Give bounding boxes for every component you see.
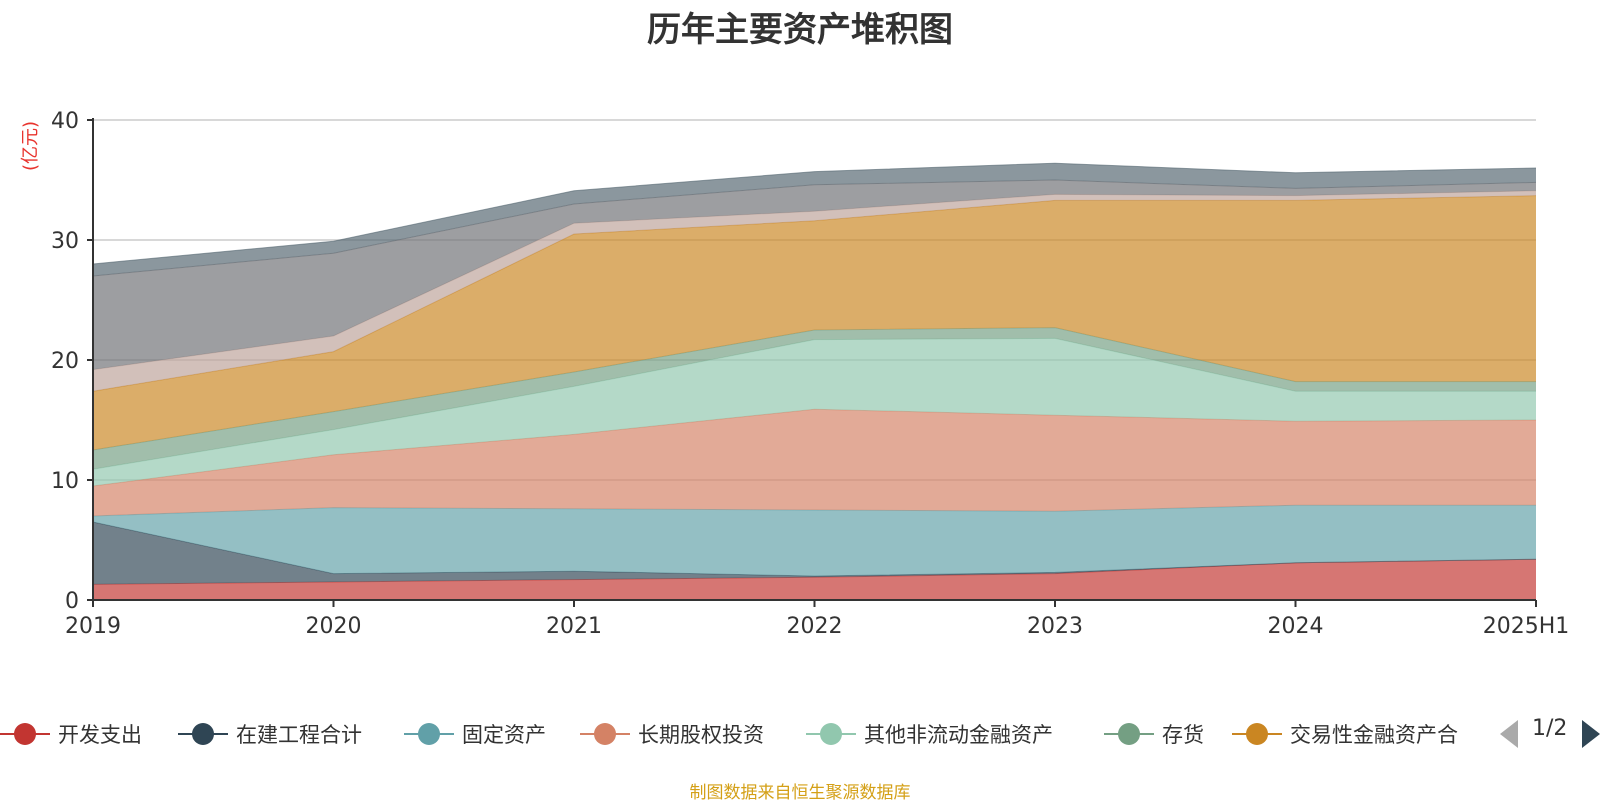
area-series-line-9 <box>92 162 1537 265</box>
legend-item[interactable]: 交易性金融资产合 <box>1232 714 1458 754</box>
legend-item[interactable]: 存货 <box>1104 714 1204 754</box>
legend-prev-page-icon[interactable] <box>1500 720 1518 748</box>
chart-title: 历年主要资产堆积图 <box>647 10 953 50</box>
legend-label: 在建工程合计 <box>236 723 362 747</box>
axes: 0 10 20 30 40 2019 2020 2021 2022 2023 2024 2025H1 <box>51 109 1569 639</box>
legend-label: 长期股权投资 <box>638 723 764 747</box>
legend-marker-icon <box>580 714 630 754</box>
legend-page-indicator: 1/2 <box>1532 716 1568 741</box>
legend-label: 开发支出 <box>58 723 142 747</box>
x-tick-label: 2022 <box>787 614 843 639</box>
x-tick-label: 2025H1 <box>1483 614 1570 639</box>
legend-label: 其他非流动金融资产 <box>864 723 1053 747</box>
legend-marker-icon <box>404 714 454 754</box>
legend-marker-icon <box>806 714 856 754</box>
y-axis-unit: (亿元) <box>20 121 41 171</box>
legend-marker-icon <box>1232 714 1282 754</box>
y-tick-label: 40 <box>51 109 79 134</box>
area-series-0 <box>93 559 1536 600</box>
area-series-6 <box>93 195 1536 450</box>
legend-next-page-icon[interactable] <box>1582 720 1600 748</box>
y-tick-label: 30 <box>51 229 79 254</box>
y-tick-label: 20 <box>51 349 79 374</box>
area-series <box>92 162 1537 600</box>
x-tick-label: 2023 <box>1027 614 1083 639</box>
legend-label: 存货 <box>1162 723 1204 747</box>
legend-item[interactable]: 其他非流动金融资产 <box>806 714 1053 754</box>
legend-item[interactable]: 固定资产 <box>404 714 546 754</box>
x-tick-label: 2020 <box>306 614 362 639</box>
area-series-2 <box>93 505 1536 576</box>
legend-label: 固定资产 <box>462 723 546 747</box>
area-series-5 <box>93 327 1536 470</box>
x-tick-label: 2021 <box>546 614 602 639</box>
legend-item[interactable]: 长期股权投资 <box>580 714 764 754</box>
area-series-8 <box>93 180 1536 370</box>
y-tick-label: 0 <box>65 589 79 614</box>
area-series-3 <box>93 409 1536 516</box>
legend-label: 交易性金融资产合 <box>1290 723 1458 747</box>
y-tick-label: 10 <box>51 469 79 494</box>
legend-marker-icon <box>1104 714 1154 754</box>
legend-marker-icon <box>0 714 50 754</box>
area-series-9 <box>93 163 1536 276</box>
legend-item[interactable]: 在建工程合计 <box>178 714 362 754</box>
x-tick-label: 2024 <box>1268 614 1324 639</box>
x-tick-label: 2019 <box>65 614 121 639</box>
legend-marker-icon <box>178 714 228 754</box>
area-series-4 <box>93 338 1536 486</box>
area-series-1 <box>93 522 1536 585</box>
legend-item[interactable]: 开发支出 <box>0 714 142 754</box>
legend: 开发支出 在建工程合计 固定资产 长期股权投资 其他非流动金融资产 存货 交易性金融资产合 <box>0 714 1600 754</box>
source-note: 制图数据来自恒生聚源数据库 <box>689 783 911 803</box>
